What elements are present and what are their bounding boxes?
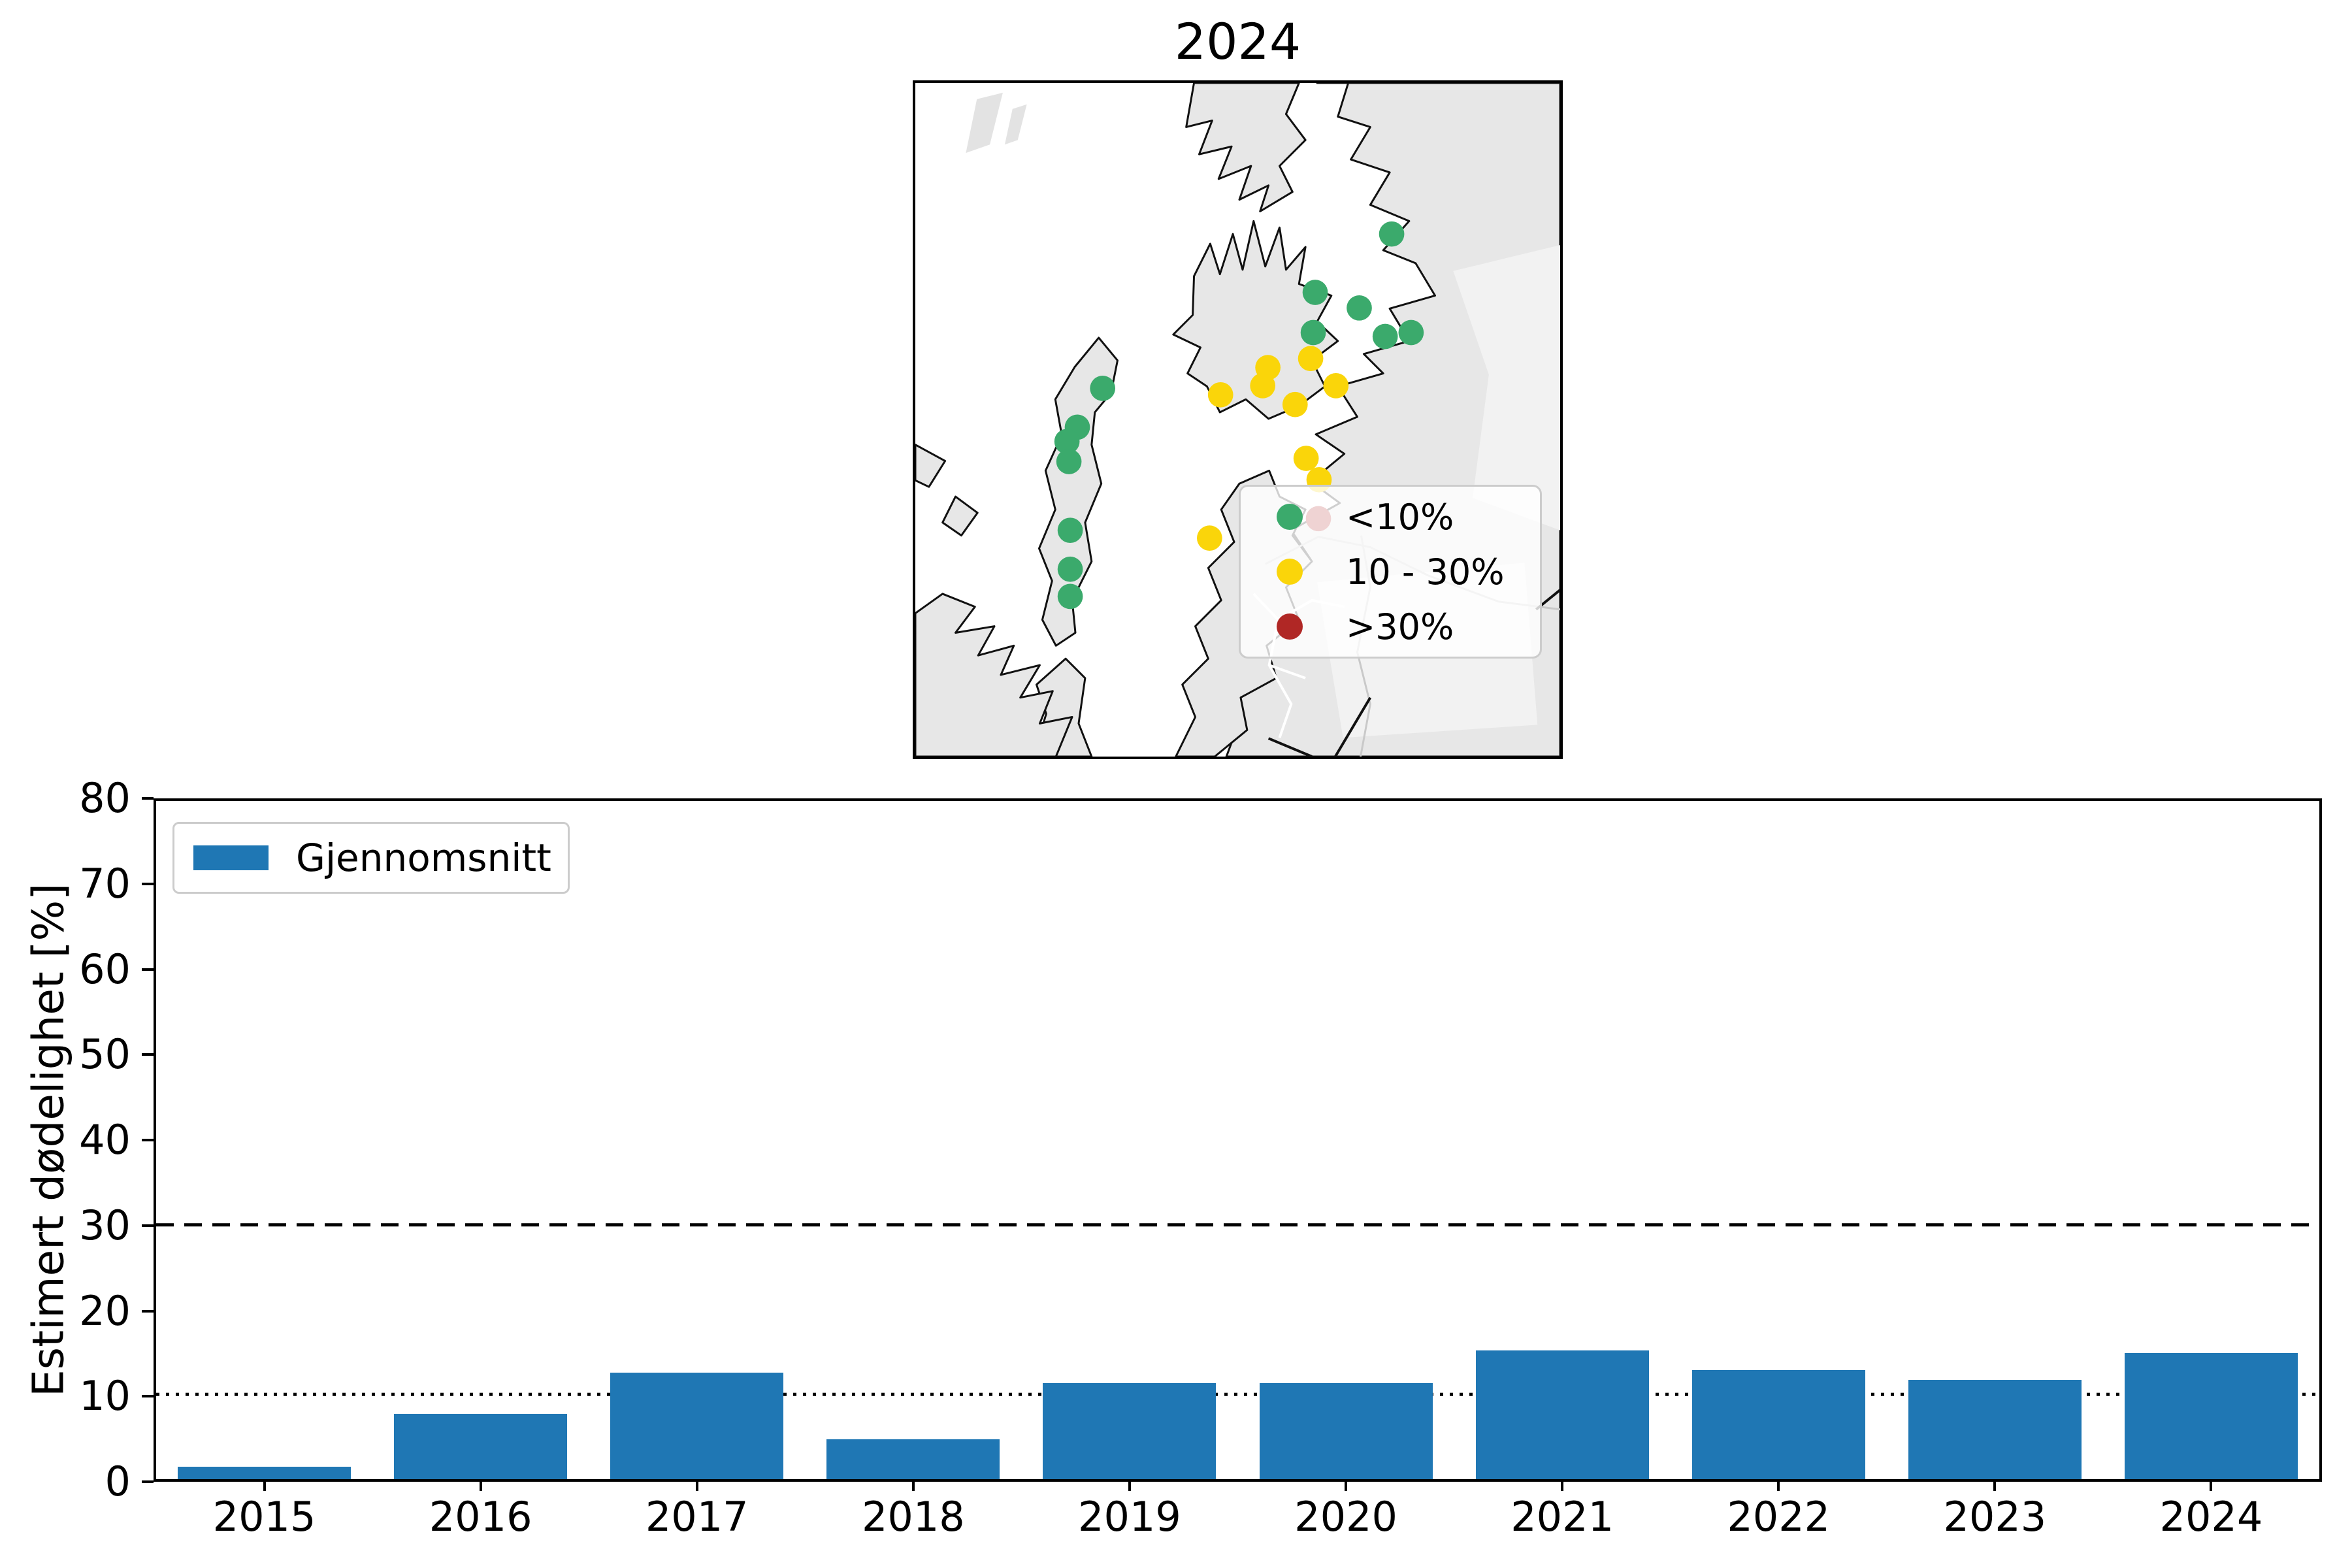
site-dot: [1056, 449, 1082, 474]
site-dot: [1298, 346, 1324, 372]
y-tick-label: 20: [79, 1286, 131, 1335]
bar-2018: [826, 1439, 1000, 1479]
reference-lines: [156, 1223, 2319, 1396]
x-tick-label: 2016: [429, 1493, 532, 1541]
x-tick-mark: [695, 1479, 698, 1491]
site-dot: [1347, 295, 1372, 321]
land-islet: [941, 495, 979, 537]
map-legend-dot-icon: [1277, 613, 1303, 640]
map-legend-label: >30%: [1346, 606, 1454, 647]
x-tick-mark: [1777, 1479, 1780, 1491]
bar-plot-area: Gjennomsnitt 2015 2016 2017 2018 2019 2020 202…: [154, 798, 2322, 1541]
x-tick-mark: [911, 1479, 915, 1491]
land-light-patch: [1453, 245, 1560, 531]
site-dot: [1282, 391, 1308, 417]
chart-legend: Gjennomsnitt: [172, 822, 570, 894]
x-tick-mark: [1993, 1479, 1997, 1491]
y-tick-label: 60: [79, 945, 131, 993]
map-legend-label: <10%: [1346, 496, 1454, 538]
x-tick-mark: [1561, 1479, 1564, 1491]
bar-2017: [610, 1372, 784, 1479]
site-dot: [1293, 446, 1319, 471]
x-tick-label: 2023: [1943, 1493, 2047, 1541]
y-tick-mark: [142, 882, 154, 885]
x-tick-mark: [2210, 1479, 2213, 1491]
y-tick-label: 0: [105, 1458, 131, 1505]
map-legend-row: 10 - 30%: [1241, 544, 1540, 599]
y-tick-label: 80: [79, 774, 131, 822]
bar-2020: [1259, 1383, 1433, 1479]
y-tick-mark: [142, 1480, 154, 1483]
land-islet: [915, 444, 947, 488]
x-tick-label: 2021: [1511, 1493, 1614, 1541]
bar-2022: [1691, 1369, 1865, 1479]
site-dot: [1197, 525, 1222, 551]
map-legend-dot-icon: [1277, 559, 1303, 585]
sea-streak: [1004, 104, 1027, 145]
y-tick-label: 30: [79, 1201, 131, 1249]
bar-2015: [178, 1466, 351, 1479]
site-dot: [1057, 583, 1083, 610]
site-dot: [1398, 319, 1424, 346]
site-dot: [1057, 517, 1083, 544]
bar-2023: [1908, 1380, 2082, 1479]
y-tick-label: 50: [79, 1030, 131, 1079]
y-tick-mark: [142, 1053, 154, 1056]
site-dot: [1057, 556, 1083, 582]
map-legend-dot-icon: [1277, 504, 1303, 530]
x-tick-mark: [1128, 1479, 1131, 1491]
x-tick-mark: [479, 1479, 482, 1491]
y-tick-mark: [142, 1224, 154, 1227]
y-tick-mark: [142, 1139, 154, 1141]
site-dot: [1323, 373, 1349, 399]
site-dot: [1372, 323, 1398, 350]
map-legend: <10% 10 - 30% >30%: [1239, 485, 1542, 659]
y-tick-mark: [142, 968, 154, 971]
x-tick-label: 2018: [861, 1493, 965, 1541]
x-tick-label: 2019: [1078, 1493, 1181, 1541]
x-tick-mark: [263, 1479, 266, 1491]
site-dot: [1302, 280, 1328, 305]
site-dot: [1207, 382, 1233, 408]
river-line: [1268, 664, 1306, 679]
y-tick-label: 70: [79, 859, 131, 907]
site-dot: [1379, 221, 1405, 247]
y-tick-mark: [142, 1395, 154, 1398]
map-legend-label: 10 - 30%: [1346, 551, 1505, 593]
y-tick-label: 40: [79, 1116, 131, 1164]
bar-2016: [394, 1414, 568, 1479]
border-line: [1267, 737, 1313, 757]
x-tick-label: 2015: [212, 1493, 316, 1541]
legend-swatch: [193, 845, 269, 870]
x-tick-label: 2017: [645, 1493, 749, 1541]
legend-label: Gjennomsnitt: [296, 836, 551, 880]
y-tick-label: 10: [79, 1372, 131, 1420]
bar-2024: [2124, 1352, 2298, 1479]
sea-streak: [966, 92, 1003, 154]
land-southwest: [915, 593, 1073, 757]
site-dot: [1250, 373, 1276, 399]
x-tick-label: 2020: [1294, 1493, 1397, 1541]
site-dot: [1054, 429, 1080, 455]
map-legend-row: >30%: [1241, 599, 1540, 654]
bar-2021: [1475, 1350, 1649, 1479]
map-title: 2024: [1174, 12, 1301, 71]
x-tick-mark: [1345, 1479, 1348, 1491]
map-legend-row: <10%: [1241, 489, 1540, 544]
site-dot: [1300, 319, 1326, 346]
x-tick-label: 2022: [1727, 1493, 1831, 1541]
border-line: [1334, 696, 1372, 757]
x-tick-label: 2024: [2159, 1493, 2263, 1541]
map-panel: <10% 10 - 30% >30%: [913, 80, 1563, 759]
land-top-island: [1185, 83, 1307, 212]
site-dot: [1090, 376, 1116, 401]
y-tick-mark: [142, 797, 154, 800]
bar-2019: [1043, 1383, 1217, 1479]
y-tick-mark: [142, 1309, 154, 1313]
